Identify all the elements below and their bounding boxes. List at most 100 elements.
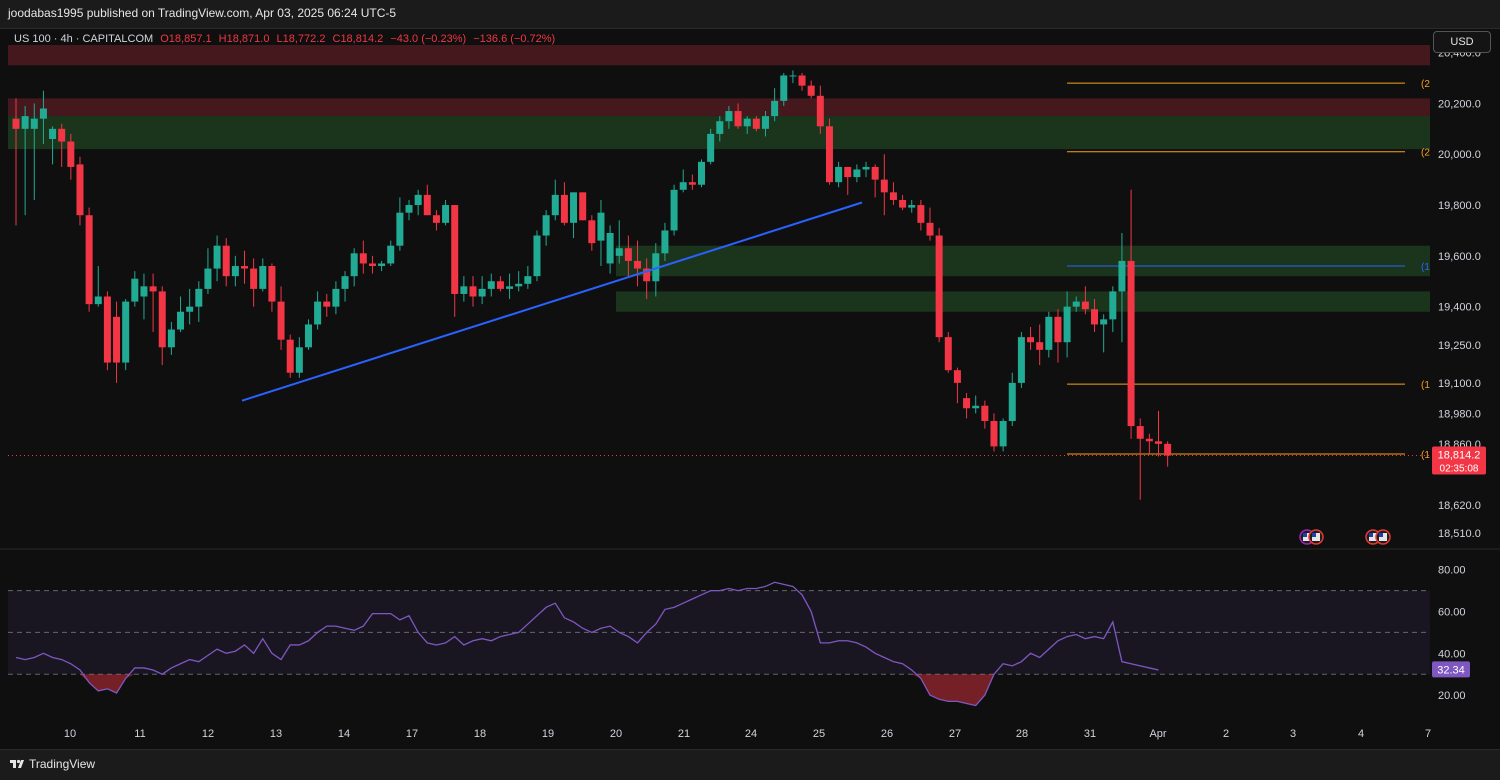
candle <box>981 400 989 429</box>
candle-body <box>825 126 833 183</box>
candle-body <box>688 182 696 185</box>
candle <box>862 161 870 178</box>
candle-body <box>752 118 760 129</box>
candle <box>670 184 678 236</box>
legend-high: H18,871.0 <box>218 33 270 45</box>
candle-body <box>177 311 185 330</box>
candle <box>752 116 760 132</box>
candle-body <box>58 128 66 142</box>
rsi-tick-label: 20.00 <box>1438 690 1466 702</box>
candle <box>990 413 998 452</box>
candle-body <box>542 215 550 236</box>
candle <box>1127 189 1135 439</box>
candle-body <box>789 75 797 77</box>
time-tick-label: Apr <box>1149 728 1166 740</box>
candle-body <box>478 288 486 297</box>
candle <box>259 258 267 292</box>
candle-body <box>871 166 879 180</box>
candle-body <box>113 316 121 363</box>
legend-low: L18,772.2 <box>276 33 326 45</box>
candle <box>113 301 121 383</box>
candle-body <box>1145 438 1153 442</box>
candle <box>1017 332 1025 388</box>
candle <box>789 70 797 84</box>
candle-body <box>944 337 952 371</box>
bar-countdown: 02:35:08 <box>1440 464 1479 475</box>
candle-body <box>323 301 331 307</box>
candle <box>679 169 687 193</box>
candle-body <box>652 253 660 282</box>
candle-body <box>268 266 276 302</box>
candle <box>853 164 861 183</box>
price-tick-label: 18,510.0 <box>1438 528 1481 540</box>
time-tick-label: 17 <box>406 728 418 740</box>
candle-body <box>506 286 514 289</box>
rsi-oversold-fill <box>79 674 135 694</box>
last-price-value: 18,814.2 <box>1438 450 1481 462</box>
us-flag-icon[interactable] <box>1308 529 1324 545</box>
tradingview-brand[interactable]: TradingView <box>10 757 95 771</box>
candle <box>378 260 386 272</box>
rsi-tick-label: 40.00 <box>1438 648 1466 660</box>
candle-body <box>259 266 267 289</box>
price-chart[interactable]: (2(2(1(1(1 20,400.020,200.020,000.019,80… <box>0 28 1500 749</box>
candle <box>807 80 815 99</box>
candle-body <box>972 405 980 409</box>
candle <box>414 189 422 216</box>
candle <box>634 240 642 287</box>
candle <box>85 207 93 312</box>
candle <box>1109 286 1117 333</box>
candle-body <box>405 205 413 213</box>
candle <box>707 128 715 165</box>
candle-body <box>889 192 897 200</box>
candle-body <box>990 420 998 447</box>
candle-body <box>570 192 578 223</box>
candle <box>743 116 751 134</box>
candle-body <box>414 194 422 206</box>
rsi-pane <box>0 548 1500 707</box>
candle-body <box>213 245 221 269</box>
candle <box>761 111 769 137</box>
candle <box>533 230 541 282</box>
candle-body <box>1091 309 1099 325</box>
candle-body <box>853 169 861 178</box>
price-tick-label: 19,250.0 <box>1438 340 1481 352</box>
candle <box>999 418 1007 452</box>
candle <box>652 243 660 297</box>
candle-body <box>12 118 20 129</box>
level-label: (1 <box>1421 380 1430 391</box>
candle <box>295 337 303 378</box>
candle-body <box>1017 337 1025 383</box>
currency-button[interactable]: USD <box>1433 31 1491 53</box>
candle <box>597 199 605 267</box>
candle <box>304 319 312 350</box>
candle-body <box>1164 443 1172 456</box>
rsi-value-badge <box>1432 661 1470 678</box>
candle-body <box>103 296 111 363</box>
candle-body <box>917 205 925 223</box>
candle <box>825 118 833 185</box>
candle-body <box>515 283 523 287</box>
candle-body <box>158 291 166 348</box>
candle-body <box>496 281 504 289</box>
candle <box>688 174 696 190</box>
candle-body <box>1155 441 1162 444</box>
trend-layer[interactable] <box>241 201 863 402</box>
candle <box>12 98 20 226</box>
time-tick-label: 11 <box>134 728 145 740</box>
candle-body <box>222 245 230 277</box>
price-tick-label: 20,200.0 <box>1438 98 1481 110</box>
us-flag-icon[interactable] <box>1375 529 1391 545</box>
candle <box>1155 410 1162 457</box>
candle <box>880 154 888 216</box>
candle <box>615 220 623 264</box>
candle <box>643 258 651 300</box>
time-tick-label: 24 <box>745 728 757 740</box>
trendline[interactable] <box>241 201 863 402</box>
publish-header: joodabas1995 published on TradingView.co… <box>0 0 1500 29</box>
last-price-badge <box>1432 446 1486 475</box>
candle-body <box>250 268 258 289</box>
rsi-oversold-fill <box>911 674 994 706</box>
candle-body <box>624 248 632 261</box>
candle <box>780 72 788 106</box>
